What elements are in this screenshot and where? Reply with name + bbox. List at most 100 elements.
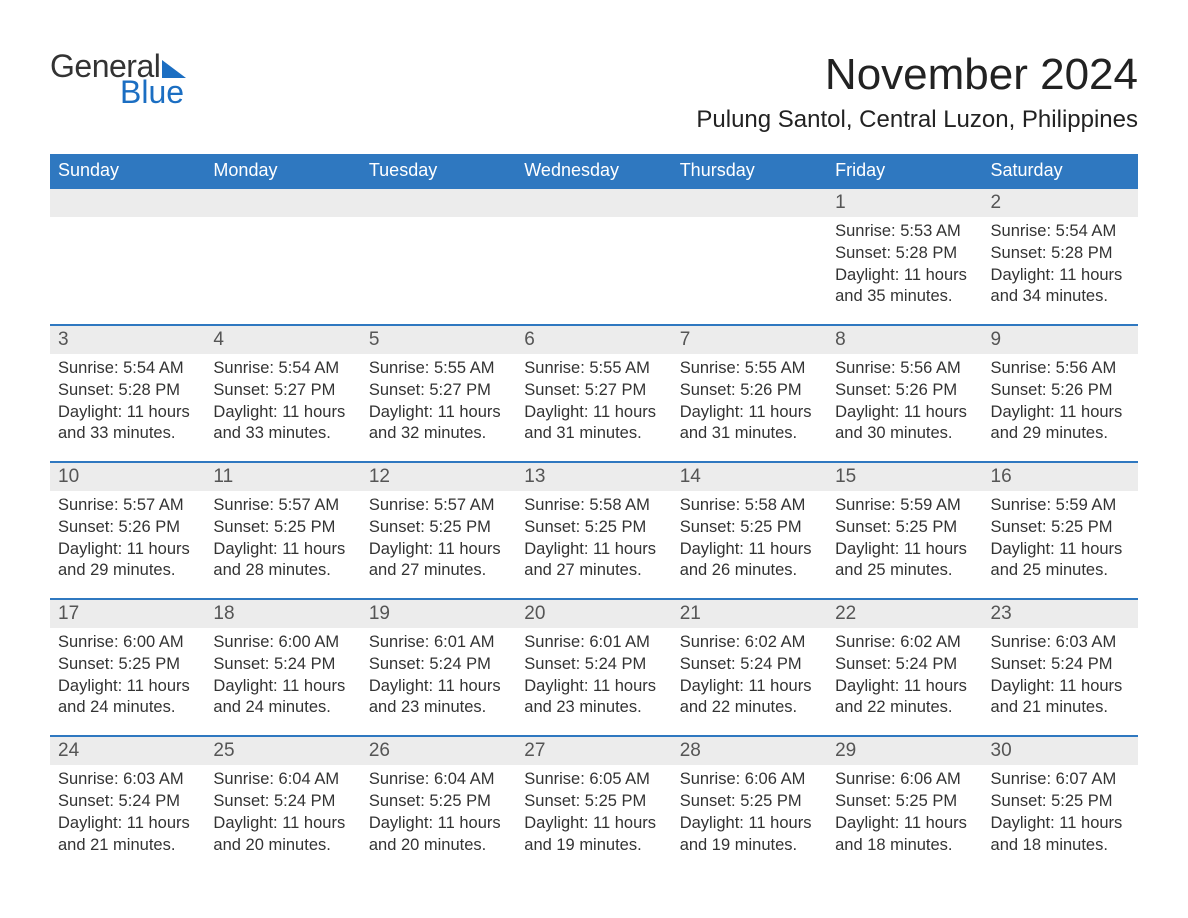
day-number-cell: 1 — [827, 188, 982, 217]
day-detail-cell: Sunrise: 6:01 AMSunset: 5:24 PMDaylight:… — [361, 628, 516, 736]
day-detail-cell: Sunrise: 5:54 AMSunset: 5:27 PMDaylight:… — [205, 354, 360, 462]
sunset-text: Sunset: 5:28 PM — [58, 380, 197, 402]
day-detail-cell: Sunrise: 6:06 AMSunset: 5:25 PMDaylight:… — [827, 765, 982, 872]
day-number-cell: 24 — [50, 736, 205, 765]
sunset-text: Sunset: 5:25 PM — [835, 791, 974, 813]
day-number-cell: 12 — [361, 462, 516, 491]
week-daynum-row: 17181920212223 — [50, 599, 1138, 628]
sunset-text: Sunset: 5:25 PM — [524, 791, 663, 813]
day-number-cell: 25 — [205, 736, 360, 765]
daylight1-text: Daylight: 11 hours — [991, 402, 1130, 424]
col-saturday: Saturday — [983, 154, 1138, 188]
sunrise-text: Sunrise: 5:58 AM — [524, 495, 663, 517]
sunrise-text: Sunrise: 5:56 AM — [991, 358, 1130, 380]
daylight1-text: Daylight: 11 hours — [58, 402, 197, 424]
daylight2-text: and 25 minutes. — [835, 560, 974, 582]
day-detail-cell — [361, 217, 516, 325]
day-number: 26 — [369, 740, 390, 761]
day-detail-cell: Sunrise: 6:02 AMSunset: 5:24 PMDaylight:… — [827, 628, 982, 736]
daylight1-text: Daylight: 11 hours — [991, 265, 1130, 287]
day-number: 21 — [680, 603, 701, 624]
day-number-cell — [50, 188, 205, 217]
col-friday: Friday — [827, 154, 982, 188]
day-detail-cell: Sunrise: 6:03 AMSunset: 5:24 PMDaylight:… — [50, 765, 205, 872]
col-monday: Monday — [205, 154, 360, 188]
day-detail-cell: Sunrise: 6:02 AMSunset: 5:24 PMDaylight:… — [672, 628, 827, 736]
daylight2-text: and 30 minutes. — [835, 423, 974, 445]
sunrise-text: Sunrise: 5:57 AM — [58, 495, 197, 517]
sunrise-text: Sunrise: 6:01 AM — [524, 632, 663, 654]
day-number-cell: 7 — [672, 325, 827, 354]
daylight1-text: Daylight: 11 hours — [835, 676, 974, 698]
day-detail-cell: Sunrise: 5:58 AMSunset: 5:25 PMDaylight:… — [672, 491, 827, 599]
sunrise-text: Sunrise: 6:04 AM — [369, 769, 508, 791]
day-detail-cell: Sunrise: 5:54 AMSunset: 5:28 PMDaylight:… — [983, 217, 1138, 325]
day-detail-cell: Sunrise: 6:00 AMSunset: 5:25 PMDaylight:… — [50, 628, 205, 736]
day-number: 18 — [213, 603, 234, 624]
day-number-cell — [516, 188, 671, 217]
sunrise-text: Sunrise: 6:04 AM — [213, 769, 352, 791]
sunset-text: Sunset: 5:24 PM — [835, 654, 974, 676]
day-number: 2 — [991, 192, 1002, 213]
daylight1-text: Daylight: 11 hours — [991, 676, 1130, 698]
daylight2-text: and 22 minutes. — [680, 697, 819, 719]
sunset-text: Sunset: 5:25 PM — [58, 654, 197, 676]
day-number: 9 — [991, 329, 1002, 350]
day-detail-cell — [516, 217, 671, 325]
weekday-header-row: Sunday Monday Tuesday Wednesday Thursday… — [50, 154, 1138, 188]
sunrise-text: Sunrise: 5:57 AM — [213, 495, 352, 517]
daylight2-text: and 33 minutes. — [213, 423, 352, 445]
daylight1-text: Daylight: 11 hours — [213, 402, 352, 424]
sunset-text: Sunset: 5:26 PM — [991, 380, 1130, 402]
day-number-cell: 10 — [50, 462, 205, 491]
sunrise-text: Sunrise: 6:02 AM — [835, 632, 974, 654]
daylight1-text: Daylight: 11 hours — [58, 813, 197, 835]
daylight2-text: and 29 minutes. — [991, 423, 1130, 445]
day-number: 3 — [58, 329, 69, 350]
daylight2-text: and 32 minutes. — [369, 423, 508, 445]
day-detail-cell: Sunrise: 5:57 AMSunset: 5:25 PMDaylight:… — [361, 491, 516, 599]
daylight2-text: and 19 minutes. — [680, 835, 819, 857]
day-number-cell: 27 — [516, 736, 671, 765]
sunset-text: Sunset: 5:28 PM — [835, 243, 974, 265]
day-detail-cell: Sunrise: 6:01 AMSunset: 5:24 PMDaylight:… — [516, 628, 671, 736]
day-number-cell: 20 — [516, 599, 671, 628]
day-number-cell: 6 — [516, 325, 671, 354]
day-number: 7 — [680, 329, 691, 350]
daylight1-text: Daylight: 11 hours — [680, 676, 819, 698]
sunrise-text: Sunrise: 6:05 AM — [524, 769, 663, 791]
daylight1-text: Daylight: 11 hours — [213, 676, 352, 698]
sunrise-text: Sunrise: 5:57 AM — [369, 495, 508, 517]
sunset-text: Sunset: 5:25 PM — [213, 517, 352, 539]
day-detail-cell: Sunrise: 5:55 AMSunset: 5:26 PMDaylight:… — [672, 354, 827, 462]
daylight1-text: Daylight: 11 hours — [369, 676, 508, 698]
day-number: 24 — [58, 740, 79, 761]
day-number: 12 — [369, 466, 390, 487]
sunrise-text: Sunrise: 5:55 AM — [524, 358, 663, 380]
day-detail-cell: Sunrise: 5:59 AMSunset: 5:25 PMDaylight:… — [983, 491, 1138, 599]
sunrise-text: Sunrise: 5:55 AM — [680, 358, 819, 380]
sunset-text: Sunset: 5:28 PM — [991, 243, 1130, 265]
sunset-text: Sunset: 5:24 PM — [680, 654, 819, 676]
day-detail-cell: Sunrise: 6:07 AMSunset: 5:25 PMDaylight:… — [983, 765, 1138, 872]
week-daynum-row: 12 — [50, 188, 1138, 217]
day-number: 20 — [524, 603, 545, 624]
week-detail-row: Sunrise: 5:53 AMSunset: 5:28 PMDaylight:… — [50, 217, 1138, 325]
sunrise-text: Sunrise: 5:56 AM — [835, 358, 974, 380]
sunset-text: Sunset: 5:26 PM — [680, 380, 819, 402]
daylight1-text: Daylight: 11 hours — [524, 676, 663, 698]
sunrise-text: Sunrise: 6:06 AM — [835, 769, 974, 791]
day-detail-cell: Sunrise: 5:55 AMSunset: 5:27 PMDaylight:… — [361, 354, 516, 462]
daylight2-text: and 21 minutes. — [991, 697, 1130, 719]
day-detail-cell: Sunrise: 6:00 AMSunset: 5:24 PMDaylight:… — [205, 628, 360, 736]
sunrise-text: Sunrise: 5:54 AM — [58, 358, 197, 380]
day-number: 27 — [524, 740, 545, 761]
day-number-cell: 18 — [205, 599, 360, 628]
daylight2-text: and 35 minutes. — [835, 286, 974, 308]
day-detail-cell: Sunrise: 5:57 AMSunset: 5:25 PMDaylight:… — [205, 491, 360, 599]
sunrise-text: Sunrise: 5:53 AM — [835, 221, 974, 243]
day-number: 11 — [213, 466, 233, 487]
sunset-text: Sunset: 5:25 PM — [524, 517, 663, 539]
daylight2-text: and 21 minutes. — [58, 835, 197, 857]
day-detail-cell: Sunrise: 5:55 AMSunset: 5:27 PMDaylight:… — [516, 354, 671, 462]
